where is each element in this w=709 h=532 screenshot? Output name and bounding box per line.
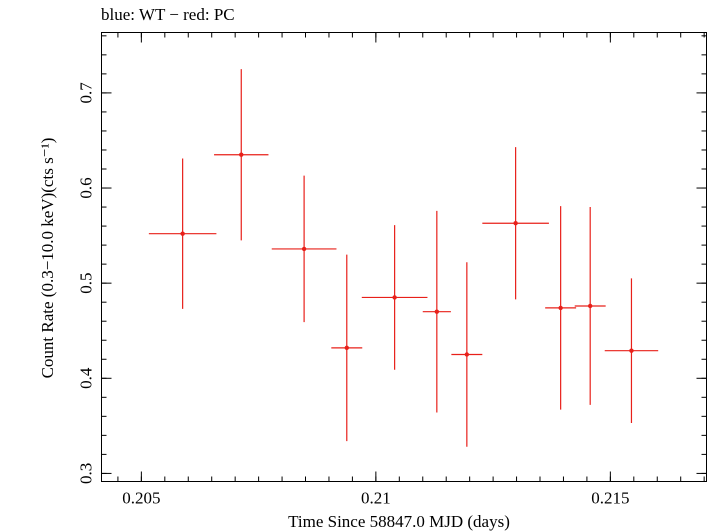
point-marker xyxy=(239,152,244,157)
y-axis-label: Count Rate (0.3−10.0 keV)(cts s⁻¹) xyxy=(38,138,57,379)
y-tick-labels: 0.3 0.4 0.5 0.6 0.7 xyxy=(77,82,96,484)
y-tick-label: 0.3 xyxy=(77,463,96,484)
data-point xyxy=(574,207,606,405)
point-marker xyxy=(629,348,634,353)
data-points xyxy=(148,69,659,447)
data-point xyxy=(148,158,217,309)
point-marker xyxy=(301,246,307,252)
x-tick-labels: 0.205 0.21 0.215 xyxy=(122,489,629,508)
data-point xyxy=(604,278,659,423)
data-point xyxy=(545,206,577,410)
data-point xyxy=(214,69,269,241)
data-point xyxy=(361,225,428,370)
point-marker xyxy=(180,231,185,236)
point-marker xyxy=(392,295,397,300)
x-tick-label: 0.205 xyxy=(122,489,160,508)
axis-ticks xyxy=(101,32,707,482)
plot-frame xyxy=(101,32,707,482)
point-marker xyxy=(434,309,440,314)
y-tick-label: 0.6 xyxy=(77,177,96,198)
data-point xyxy=(451,262,483,447)
x-tick-label: 0.21 xyxy=(361,489,391,508)
chart-title: blue: WT − red: PC xyxy=(101,5,235,24)
data-point xyxy=(422,210,451,413)
data-point xyxy=(482,147,549,300)
point-marker xyxy=(344,345,349,351)
y-tick-label: 0.5 xyxy=(77,273,96,294)
data-point xyxy=(331,254,363,442)
point-marker xyxy=(558,305,563,311)
y-tick-label: 0.7 xyxy=(77,82,96,104)
x-axis-label: Time Since 58847.0 MJD (days) xyxy=(288,512,510,531)
x-tick-label: 0.215 xyxy=(591,489,629,508)
data-point xyxy=(271,175,337,323)
y-tick-label: 0.4 xyxy=(77,367,96,389)
point-marker xyxy=(464,352,470,357)
point-marker xyxy=(587,303,593,309)
point-marker xyxy=(513,221,518,226)
